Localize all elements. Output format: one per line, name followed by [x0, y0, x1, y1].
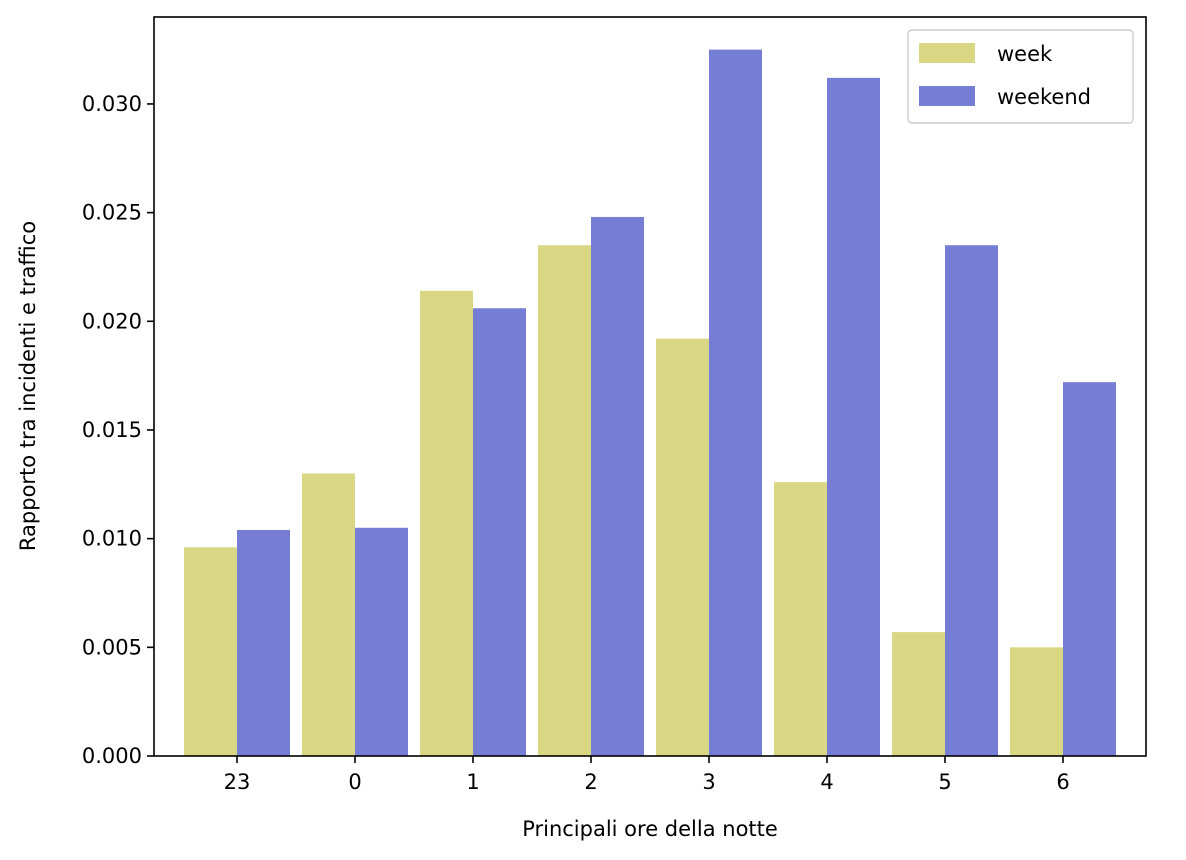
x-tick-label: 5	[938, 770, 951, 794]
bar-weekend-23	[237, 529, 290, 756]
x-tick-label: 0	[348, 770, 361, 794]
x-tick-label: 3	[702, 770, 715, 794]
bar-week-1	[420, 290, 473, 756]
bar-weekend-4	[827, 77, 880, 756]
y-tick-label: 0.020	[82, 309, 142, 333]
y-tick-label: 0.025	[82, 201, 142, 225]
legend: week weekend	[907, 29, 1134, 124]
x-tick-label: 1	[466, 770, 479, 794]
y-tick-label: 0.015	[82, 418, 142, 442]
x-tick-label: 6	[1056, 770, 1069, 794]
y-tick-label: 0.005	[82, 635, 142, 659]
bar-week-2	[538, 245, 591, 756]
x-ticks: 23 0 1 2 3 4 5 6	[224, 756, 1070, 794]
legend-swatch-weekend	[919, 86, 975, 106]
y-tick-label: 0.010	[82, 527, 142, 551]
bar-week-5	[892, 632, 945, 756]
legend-label-week: week	[997, 42, 1053, 66]
y-tick-label: 0.030	[82, 92, 142, 116]
y-axis-label: Rapporto tra incidenti e traffico	[16, 221, 40, 551]
x-tick-label: 4	[820, 770, 833, 794]
bar-week-4	[774, 482, 827, 756]
x-tick-label: 2	[584, 770, 597, 794]
bar-weekend-0	[355, 527, 408, 756]
y-tick-label: 0.000	[82, 744, 142, 768]
bar-weekend-3	[709, 49, 762, 756]
bar-week-3	[656, 338, 709, 756]
bar-week-23	[184, 547, 237, 756]
x-tick-label: 23	[224, 770, 251, 794]
bars-group	[184, 49, 1116, 756]
bar-weekend-1	[473, 308, 526, 756]
legend-swatch-week	[919, 43, 975, 63]
x-axis-label: Principali ore della notte	[522, 817, 778, 841]
bar-weekend-5	[945, 245, 998, 756]
legend-label-weekend: weekend	[997, 85, 1091, 109]
bar-week-6	[1010, 647, 1063, 756]
bar-weekend-2	[591, 216, 644, 756]
bar-week-0	[302, 473, 355, 756]
bar-weekend-6	[1063, 382, 1116, 756]
y-ticks: 0.000 0.005 0.010 0.015 0.020 0.025 0.030	[82, 92, 154, 768]
plot-frame	[153, 16, 1147, 757]
